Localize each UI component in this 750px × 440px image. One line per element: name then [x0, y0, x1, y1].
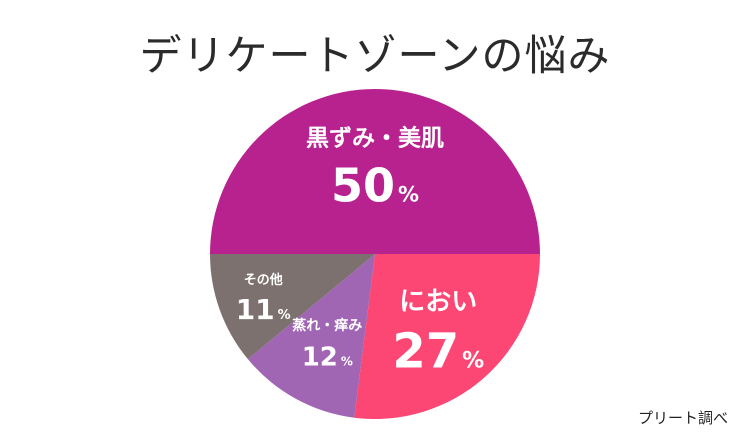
slice-label-other: その他 — [244, 272, 283, 288]
pie-slice-blackening — [210, 89, 540, 254]
slice-label-itch: 蒸れ・痒み — [292, 317, 362, 334]
pie-slice-other — [210, 254, 375, 360]
slice-value-blackening: 50% — [331, 159, 419, 213]
pie-slices — [210, 89, 540, 420]
pie-labels: 黒ずみ・美肌 50 % におい 27 % 蒸れ・痒み 12 % その他 11% — [236, 125, 485, 380]
slice-value-odor: 27% — [392, 324, 484, 380]
pie-slice-odor — [354, 254, 540, 420]
slice-value-itch: 12% — [302, 342, 353, 372]
slice-label-odor: におい — [399, 287, 477, 317]
chart-title: デリケートゾーンの悩み — [139, 31, 611, 80]
pie-slice-itch — [247, 254, 375, 418]
source-note: プリート調べ — [637, 409, 728, 427]
slice-label-blackening: 黒ずみ・美肌 — [306, 125, 444, 152]
slice-value-other: 11% — [236, 293, 291, 326]
